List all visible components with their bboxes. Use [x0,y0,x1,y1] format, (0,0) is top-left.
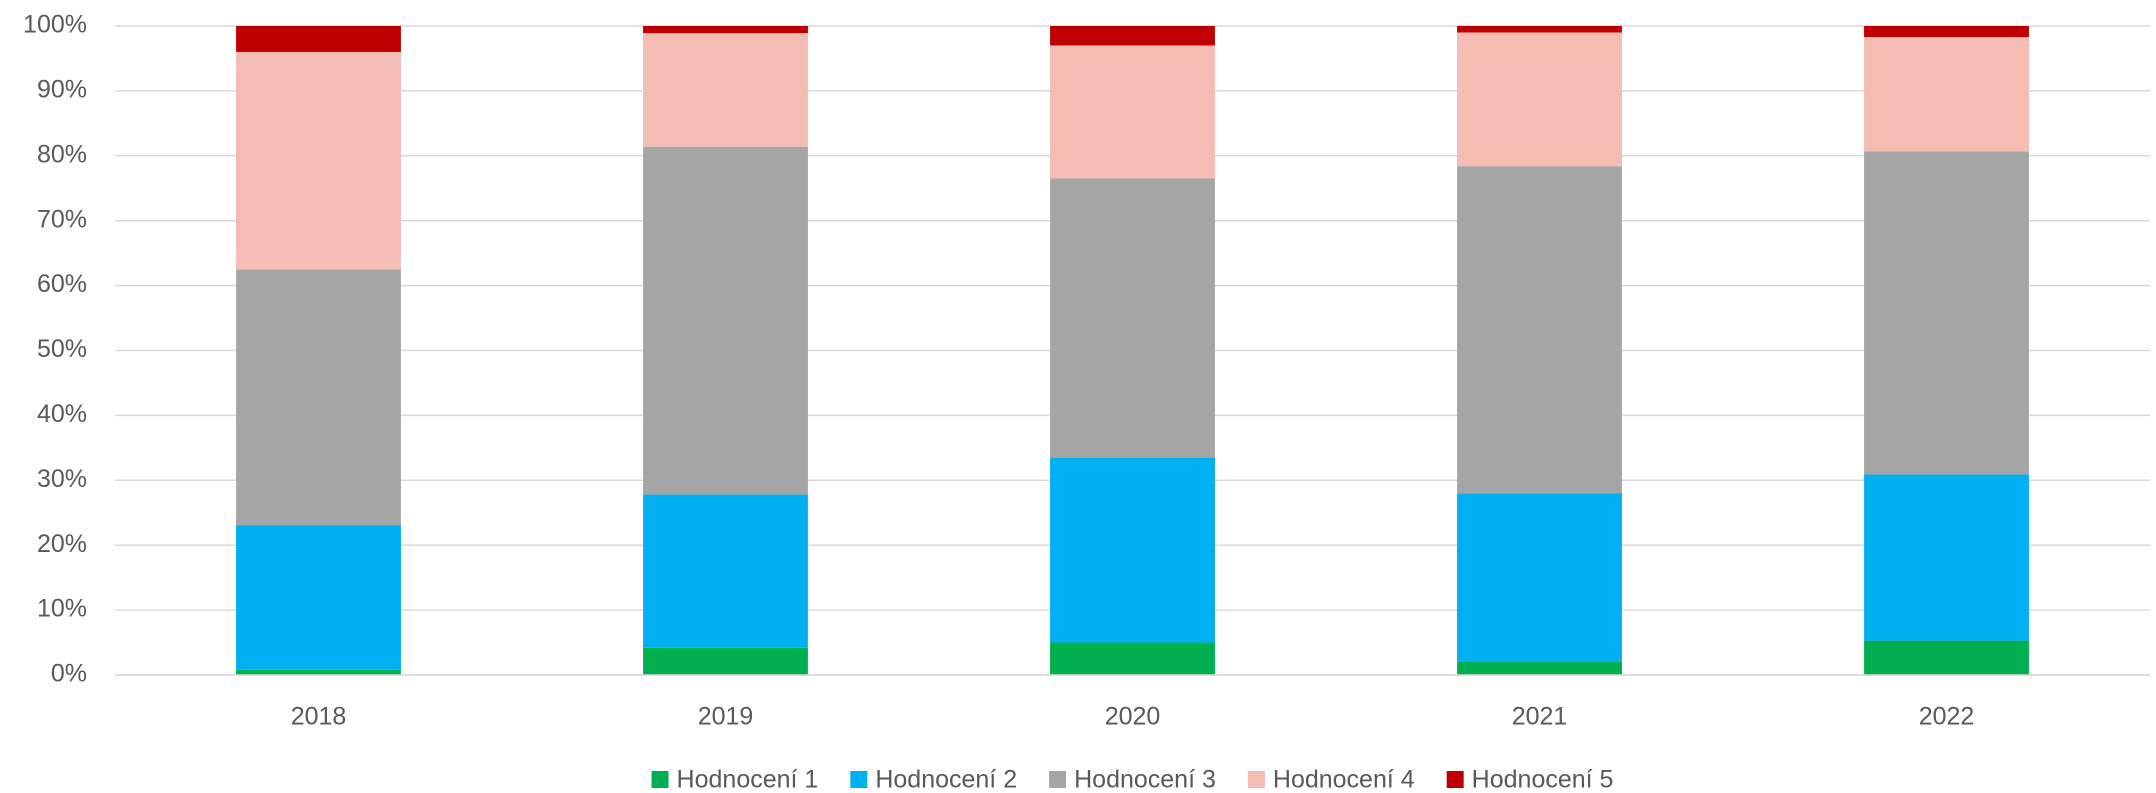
bar-segment [236,269,401,526]
bar-segment [643,647,808,675]
y-tick-label: 40% [37,400,87,428]
bar-segment [643,146,808,495]
bar-segment [1457,661,1622,675]
bar-segment [1457,166,1622,494]
y-tick-label: 80% [37,140,87,168]
bar-segment [643,494,808,648]
legend-swatch [651,771,669,788]
y-tick-label: 100% [23,11,87,39]
x-tick-label: 2019 [698,703,754,731]
legend-label: Hodnocení 3 [1074,766,1216,793]
bar-segment [1050,457,1215,643]
bar-segment [236,26,401,52]
bar-segment [1050,45,1215,179]
legend-label: Hodnocení 5 [1472,766,1614,793]
bar-segment [1864,474,2029,641]
bar-segment [1457,32,1622,167]
x-tick-label: 2022 [1919,703,1975,731]
bar-segment [1457,493,1622,662]
legend-swatch [850,771,868,788]
legend-swatch [1446,771,1464,788]
legend-label: Hodnocení 2 [875,766,1017,793]
y-tick-label: 20% [37,530,87,558]
x-tick-label: 2020 [1105,703,1161,731]
bar-segment [1864,151,2029,475]
y-tick-label: 30% [37,465,87,493]
bar-segment [1050,642,1215,675]
bar-segment [1864,26,2029,38]
bar-segment [1457,26,1622,33]
legend-swatch [1049,771,1067,788]
y-tick-label: 50% [37,335,87,363]
y-tick-label: 70% [37,205,87,233]
y-tick-label: 10% [37,595,87,623]
bar-segment [1050,26,1215,46]
bar-segment [1050,178,1215,458]
bar-segment [643,26,808,34]
x-tick-label: 2021 [1512,703,1568,731]
legend-swatch [1247,771,1265,788]
y-tick-label: 0% [51,660,87,688]
bar-segment [1864,37,2029,152]
bar-segment [236,51,401,270]
legend-label: Hodnocení 1 [677,766,819,793]
bar-segment [236,669,401,675]
x-tick-label: 2018 [291,703,347,731]
bar-segment [1864,640,2029,675]
legend-label: Hodnocení 4 [1273,766,1415,793]
bar-segment [236,525,401,670]
y-tick-label: 60% [37,270,87,298]
bar-segment [643,33,808,147]
y-tick-label: 90% [37,76,87,104]
